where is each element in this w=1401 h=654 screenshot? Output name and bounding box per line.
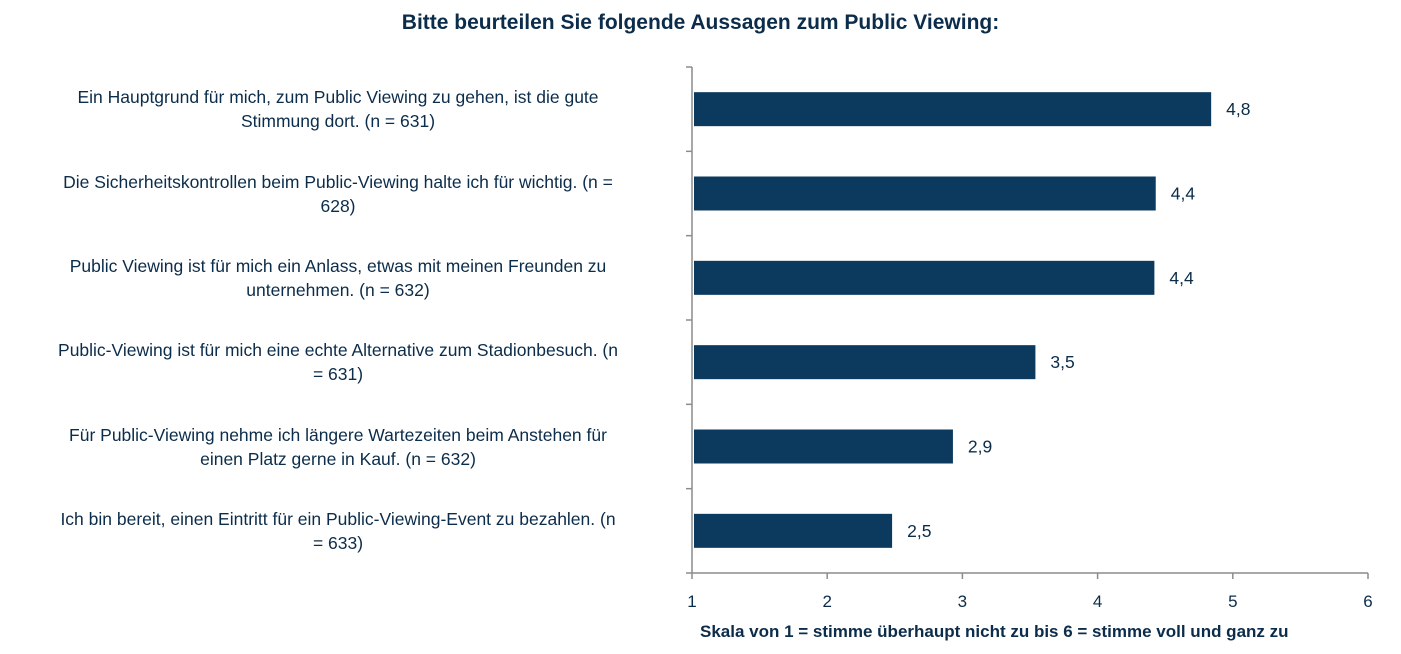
x-tick-label: 2 xyxy=(822,592,831,611)
bar xyxy=(694,429,953,464)
bar xyxy=(694,345,1036,380)
data-label: 4,4 xyxy=(1169,268,1194,288)
category-label: Public-Viewing ist für mich eine echte A… xyxy=(0,338,676,386)
x-tick-label: 6 xyxy=(1363,592,1372,611)
category-label-line: Public Viewing ist für mich ein Anlass, … xyxy=(69,255,607,276)
bar xyxy=(694,513,893,548)
category-label: Für Public-Viewing nehme ich längere War… xyxy=(0,423,676,471)
category-label: Ich bin bereit, einen Eintritt für ein P… xyxy=(0,507,676,555)
category-label-line: unternehmen. (n = 632) xyxy=(246,279,430,300)
data-label: 4,4 xyxy=(1171,184,1196,204)
x-tick-label: 4 xyxy=(1093,592,1102,611)
bar xyxy=(694,176,1156,211)
category-label-line: Public-Viewing ist für mich eine echte A… xyxy=(58,340,618,361)
category-label-line: Ein Hauptgrund für mich, zum Public View… xyxy=(77,87,599,108)
data-label: 2,9 xyxy=(968,437,992,457)
chart-title: Bitte beurteilen Sie folgende Aussagen z… xyxy=(401,11,1000,34)
bar xyxy=(694,260,1155,295)
x-axis-label: Skala von 1 = stimme überhaupt nicht zu … xyxy=(700,622,1289,641)
category-label-line: einen Platz gerne in Kauf. (n = 632) xyxy=(200,448,476,469)
category-label: Die Sicherheitskontrollen beim Public-Vi… xyxy=(0,170,676,218)
data-label: 2,5 xyxy=(907,521,931,541)
category-label-line: Stimmung dort. (n = 631) xyxy=(240,111,436,132)
category-label-line: Die Sicherheitskontrollen beim Public-Vi… xyxy=(63,171,613,192)
x-tick-label: 3 xyxy=(958,592,967,611)
category-label: Ein Hauptgrund für mich, zum Public View… xyxy=(0,85,676,133)
category-label-line: = 631) xyxy=(312,364,364,385)
data-label: 4,8 xyxy=(1226,99,1250,119)
bar xyxy=(694,92,1212,127)
x-tick-label: 5 xyxy=(1228,592,1237,611)
category-label-line: Für Public-Viewing nehme ich längere War… xyxy=(69,424,607,445)
x-tick-label: 1 xyxy=(687,592,696,611)
category-label-line: 628) xyxy=(320,195,356,216)
data-label: 3,5 xyxy=(1050,352,1074,372)
category-label-line: = 633) xyxy=(312,532,364,553)
category-label: Public Viewing ist für mich ein Anlass, … xyxy=(0,254,676,302)
category-label-line: Ich bin bereit, einen Eintritt für ein P… xyxy=(60,508,616,529)
